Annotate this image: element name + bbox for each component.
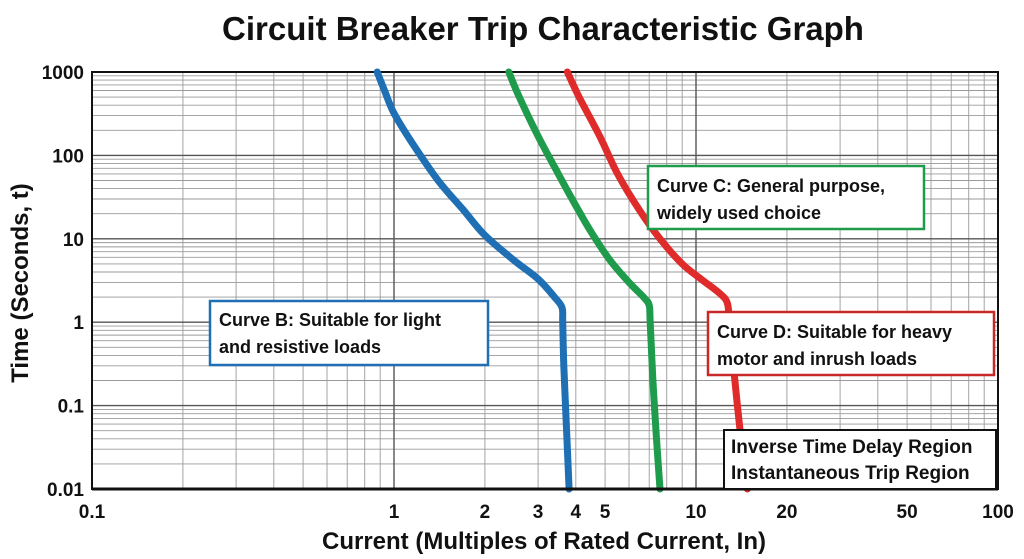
x-tick-label: 50 bbox=[897, 502, 918, 523]
annotation-curve-c: Curve C: General purpose, widely used ch… bbox=[646, 164, 926, 231]
y-tick-label: 0.1 bbox=[58, 397, 85, 418]
annotation-curve-b-box bbox=[208, 299, 490, 367]
x-tick-label: 100 bbox=[982, 502, 1014, 523]
annotation-curve-d-line-2: motor and inrush loads bbox=[717, 349, 917, 369]
annotation-curve-c-box bbox=[646, 164, 926, 231]
x-tick-label: 3 bbox=[533, 502, 544, 523]
x-tick-label: 5 bbox=[600, 502, 611, 523]
x-tick-label: 1 bbox=[389, 502, 400, 523]
annotation-curve-b: Curve B: Suitable for light and resistiv… bbox=[208, 299, 490, 367]
curve-b-line bbox=[373, 68, 573, 493]
chart-title: Circuit Breaker Trip Characteristic Grap… bbox=[222, 10, 864, 47]
instantaneous-trip-region-label: Instantaneous Trip Region bbox=[731, 463, 970, 484]
y-tick-label: 10 bbox=[63, 230, 84, 251]
x-tick-label: 2 bbox=[480, 502, 491, 523]
x-tick-label: 10 bbox=[685, 502, 706, 523]
annotation-regions-box bbox=[723, 429, 997, 490]
y-tick-label: 1 bbox=[73, 313, 84, 334]
annotation-curve-d: Curve D: Suitable for heavy motor and in… bbox=[706, 310, 996, 377]
annotation-curve-d-box bbox=[706, 310, 996, 377]
y-tick-label: 1000 bbox=[42, 63, 84, 84]
x-tick-label: 0.1 bbox=[79, 502, 106, 523]
annotation-curve-c-line-1: Curve C: General purpose, bbox=[657, 176, 885, 196]
y-tick-label: 0.01 bbox=[47, 480, 84, 501]
annotation-regions: Inverse Time Delay Region Instantaneous … bbox=[723, 429, 997, 490]
y-axis-label: Time (Seconds, t) bbox=[7, 183, 34, 383]
y-tick-label: 100 bbox=[52, 146, 84, 167]
x-tick-labels: 0.1 1 2 3 4 5 10 20 50 100 bbox=[79, 502, 1014, 523]
x-tick-label: 4 bbox=[571, 502, 582, 523]
x-axis-label: Current (Multiples of Rated Current, In) bbox=[322, 528, 766, 555]
annotation-curve-b-line-1: Curve B: Suitable for light bbox=[219, 310, 441, 330]
inverse-time-delay-region-label: Inverse Time Delay Region bbox=[731, 437, 972, 458]
annotation-curve-d-line-1: Curve D: Suitable for heavy bbox=[717, 322, 952, 342]
y-tick-labels: 1000 100 10 1 0.1 0.01 bbox=[42, 63, 85, 501]
annotation-curve-b-line-2: and resistive loads bbox=[219, 337, 381, 357]
annotation-curve-c-line-2: widely used choice bbox=[656, 203, 821, 223]
curve-c-line bbox=[505, 68, 664, 493]
x-tick-label: 20 bbox=[776, 502, 797, 523]
